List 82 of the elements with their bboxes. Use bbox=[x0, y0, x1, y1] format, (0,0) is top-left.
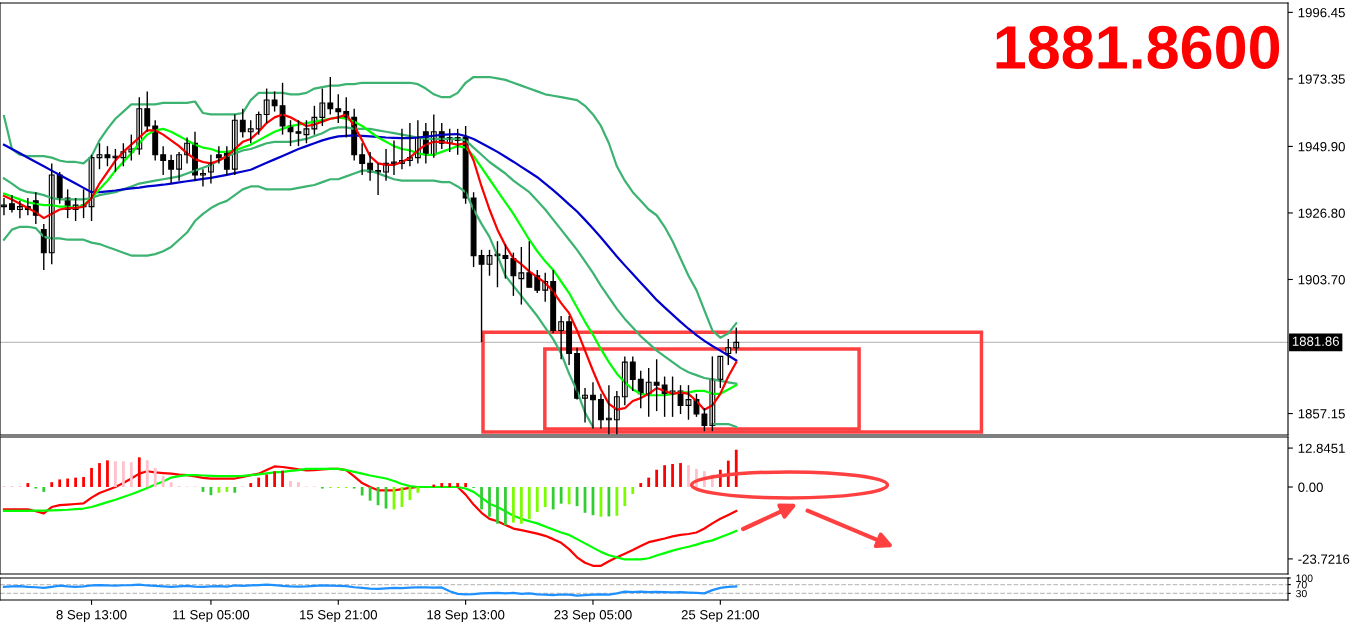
bar bbox=[519, 487, 523, 524]
bar bbox=[480, 487, 483, 510]
bar bbox=[225, 487, 229, 492]
bar bbox=[687, 465, 690, 488]
y-tick-label: 100 bbox=[1296, 574, 1313, 582]
bar bbox=[169, 482, 173, 488]
bar bbox=[161, 476, 165, 488]
y-tick-label: 1973.35 bbox=[1298, 74, 1345, 84]
bar bbox=[297, 482, 300, 488]
bar bbox=[74, 477, 78, 488]
x-tick-label: 25 Sep 21:00 bbox=[681, 610, 760, 623]
bar bbox=[543, 487, 547, 508]
x-tick-label: 23 Sep 05:00 bbox=[554, 610, 632, 623]
bar bbox=[66, 478, 70, 488]
candlestick bbox=[271, 90, 278, 113]
y-tick-label: 1857.15 bbox=[1298, 409, 1345, 419]
bar bbox=[679, 463, 682, 488]
bar bbox=[98, 463, 101, 488]
y-tick-label: 1996.45 bbox=[1298, 7, 1345, 18]
x-tick-label: 18 Sep 13:00 bbox=[427, 610, 505, 623]
candlestick bbox=[518, 246, 525, 306]
y-tick-label: -23.7216 bbox=[1298, 554, 1350, 564]
ref-line-label: 1881.86 bbox=[1292, 336, 1339, 346]
bar bbox=[647, 477, 651, 488]
bar bbox=[50, 482, 54, 488]
bar bbox=[464, 483, 468, 488]
bar bbox=[257, 477, 261, 488]
x-tick-label: 15 Sep 21:00 bbox=[300, 610, 378, 623]
bar bbox=[265, 474, 269, 488]
bar bbox=[360, 487, 364, 496]
bar bbox=[511, 487, 515, 523]
candlestick bbox=[247, 119, 254, 144]
bar bbox=[26, 483, 30, 488]
x-tick-label: 11 Sep 05:00 bbox=[173, 610, 250, 623]
bar bbox=[535, 487, 539, 512]
bar bbox=[281, 470, 284, 488]
bar bbox=[129, 462, 133, 488]
bar bbox=[249, 483, 253, 488]
bar bbox=[114, 461, 117, 488]
bar bbox=[615, 487, 619, 516]
y-tick-label: 1949.90 bbox=[1298, 141, 1345, 152]
bar bbox=[58, 479, 62, 488]
bar bbox=[623, 487, 627, 507]
bar bbox=[82, 477, 85, 488]
bar bbox=[527, 487, 531, 520]
line-series bbox=[2, 75, 738, 339]
bar bbox=[551, 487, 555, 510]
bar bbox=[289, 480, 292, 488]
bar bbox=[639, 483, 643, 488]
line-series bbox=[2, 583, 738, 597]
candlestick bbox=[327, 76, 334, 116]
bar bbox=[145, 460, 149, 488]
candlestick bbox=[335, 93, 342, 124]
bar bbox=[42, 487, 46, 492]
bar bbox=[488, 487, 491, 517]
bar bbox=[121, 461, 125, 488]
bar bbox=[671, 463, 674, 488]
bar bbox=[90, 467, 93, 488]
y-tick-label: 70 bbox=[1296, 581, 1307, 589]
bar bbox=[655, 469, 659, 488]
bar bbox=[440, 483, 444, 488]
bar bbox=[663, 465, 667, 488]
bar bbox=[559, 487, 563, 504]
text: 1881.8600 bbox=[996, 25, 1280, 70]
candlestick bbox=[653, 358, 660, 412]
bar bbox=[368, 487, 372, 501]
bar bbox=[153, 467, 157, 488]
y-tick-label: 1903.70 bbox=[1298, 275, 1345, 285]
bar bbox=[496, 487, 499, 524]
bar bbox=[273, 471, 276, 488]
bar bbox=[233, 487, 237, 493]
y-tick-label: 1926.80 bbox=[1298, 208, 1345, 218]
bar bbox=[217, 487, 221, 493]
y-tick-label: 12.8451 bbox=[1298, 443, 1345, 453]
bar bbox=[456, 483, 460, 488]
y-tick-label: 30 bbox=[1296, 589, 1307, 598]
bar bbox=[448, 483, 452, 488]
y-tick-label: 0.00 bbox=[1298, 482, 1323, 492]
bar bbox=[631, 487, 635, 494]
bar bbox=[416, 487, 420, 493]
x-tick-label: 8 Sep 13:00 bbox=[56, 610, 127, 623]
bar bbox=[504, 487, 507, 526]
